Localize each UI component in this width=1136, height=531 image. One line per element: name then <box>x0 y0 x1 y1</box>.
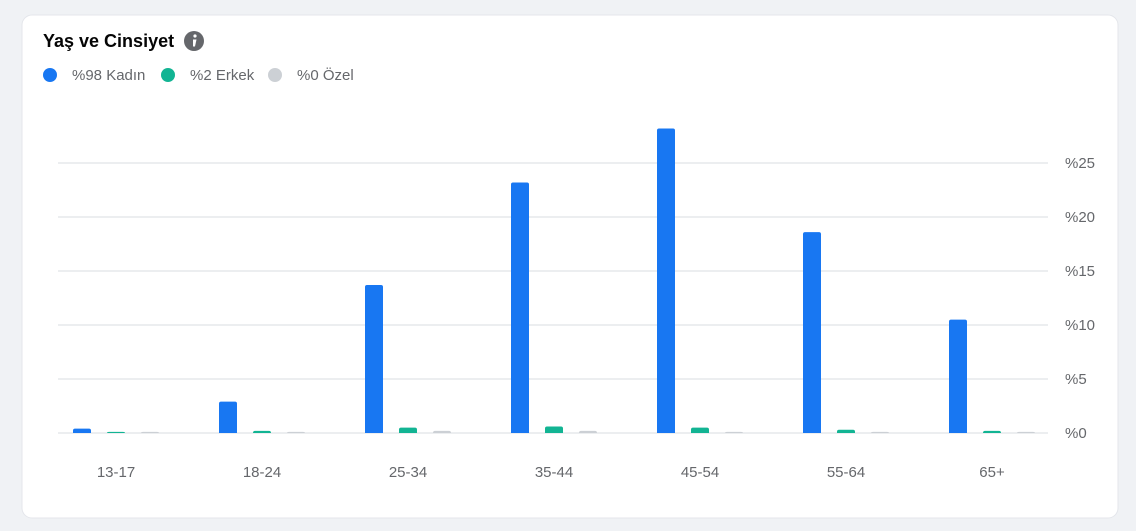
x-tick-label: 18-24 <box>243 464 281 481</box>
x-tick-label: 35-44 <box>535 464 573 481</box>
legend-label: %98 Kadın <box>72 67 145 84</box>
bar <box>803 232 821 433</box>
x-tick-label: 45-54 <box>681 464 719 481</box>
bar <box>511 182 529 433</box>
bar <box>433 430 451 433</box>
x-tick-label: 25-34 <box>389 464 427 481</box>
legend-label: %0 Özel <box>297 66 354 84</box>
y-tick-label: %15 <box>1065 263 1095 280</box>
bar <box>219 401 237 433</box>
bar <box>579 430 597 433</box>
chart-title: Yaş ve Cinsiyet <box>43 31 174 51</box>
bar <box>725 431 743 433</box>
y-tick-label: %5 <box>1065 371 1087 388</box>
bar <box>983 430 1001 433</box>
legend-label: %2 Erkek <box>190 67 255 84</box>
legend-dot <box>161 68 175 82</box>
bar <box>871 431 889 433</box>
x-tick-label: 55-64 <box>827 464 865 481</box>
bar <box>1017 431 1035 433</box>
bar <box>657 128 675 433</box>
bar <box>73 428 91 433</box>
bar <box>365 285 383 433</box>
y-tick-label: %10 <box>1065 317 1095 334</box>
y-tick-label: %20 <box>1065 209 1095 226</box>
x-tick-label: 65+ <box>979 464 1005 481</box>
bar <box>399 427 417 433</box>
x-tick-label: 13-17 <box>97 464 135 481</box>
legend-dot <box>268 68 282 82</box>
bar <box>837 429 855 433</box>
bar <box>949 319 967 433</box>
bar <box>287 431 305 433</box>
bar <box>545 426 563 433</box>
bar <box>691 427 709 433</box>
y-tick-label: %0 <box>1065 425 1087 442</box>
card <box>21 14 1119 519</box>
legend-dot <box>43 68 57 82</box>
info-icon[interactable] <box>184 31 204 51</box>
bar <box>141 431 159 433</box>
bar <box>107 431 125 433</box>
y-tick-label: %25 <box>1065 155 1095 172</box>
bar <box>253 430 271 433</box>
